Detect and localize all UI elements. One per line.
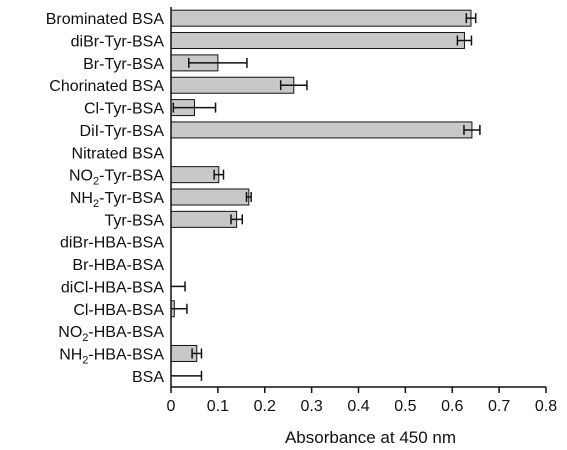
- bar: [170, 9, 472, 27]
- category-label: Brominated BSA: [46, 11, 165, 28]
- category-label: NH2-Tyr-BSA: [70, 190, 164, 210]
- x-tick-label: 0.7: [488, 398, 510, 415]
- bar: [170, 32, 465, 50]
- category-label: NO2-Tyr-BSA: [69, 168, 164, 188]
- category-label: diBr-Tyr-BSA: [71, 34, 165, 51]
- category-label: NH2-HBA-BSA: [59, 346, 164, 366]
- category-label: DiI-Tyr-BSA: [80, 123, 165, 140]
- error-bar: [245, 192, 252, 202]
- category-label: Chorinated BSA: [49, 78, 164, 95]
- x-tick-label: 0: [167, 398, 176, 415]
- category-label: NO2-HBA-BSA: [58, 324, 164, 344]
- error-bar: [172, 102, 217, 113]
- x-axis-label: Absorbance at 450 nm: [285, 428, 456, 447]
- x-tick-label: 0.8: [535, 398, 557, 415]
- category-label: diBr-HBA-BSA: [60, 235, 164, 252]
- bar: [170, 210, 238, 228]
- error-bar: [463, 124, 481, 135]
- x-tick-label: 0.2: [254, 398, 276, 415]
- error-bar: [188, 57, 248, 68]
- x-tick-label: 0.4: [347, 398, 369, 415]
- category-label: Cl-HBA-BSA: [73, 302, 164, 319]
- error-bar: [171, 370, 203, 381]
- x-tick-label: 0.6: [441, 398, 463, 415]
- error-bar: [171, 281, 186, 292]
- error-bar: [213, 169, 225, 180]
- error-bar: [456, 35, 473, 46]
- category-label: diCl-HBA-BSA: [61, 279, 164, 296]
- error-bar: [191, 348, 203, 359]
- x-tick-label: 0.5: [394, 398, 416, 415]
- bar: [170, 188, 250, 206]
- category-label: Cl-Tyr-BSA: [84, 101, 164, 118]
- error-bar: [230, 214, 243, 225]
- category-label: Br-Tyr-BSA: [83, 56, 164, 73]
- error-bar: [171, 303, 188, 314]
- category-label: Nitrated BSA: [72, 145, 165, 162]
- category-label: Tyr-BSA: [104, 212, 164, 229]
- x-axis-ticks: 0 0.1 0.2 0.3 0.4 0.5 0.6 0.7 0.8: [167, 387, 557, 415]
- error-bar: [279, 80, 308, 91]
- bar: [170, 166, 220, 184]
- error-bars: [171, 13, 481, 381]
- category-label: Br-HBA-BSA: [72, 257, 164, 274]
- error-bar: [465, 13, 477, 24]
- bar: [170, 121, 473, 139]
- x-tick-label: 0.1: [207, 398, 229, 415]
- x-tick-label: 0.3: [301, 398, 323, 415]
- bar: [170, 76, 295, 94]
- category-label: BSA: [132, 369, 164, 386]
- category-labels: Brominated BSA diBr-Tyr-BSA Br-Tyr-BSA Chor…: [46, 11, 165, 386]
